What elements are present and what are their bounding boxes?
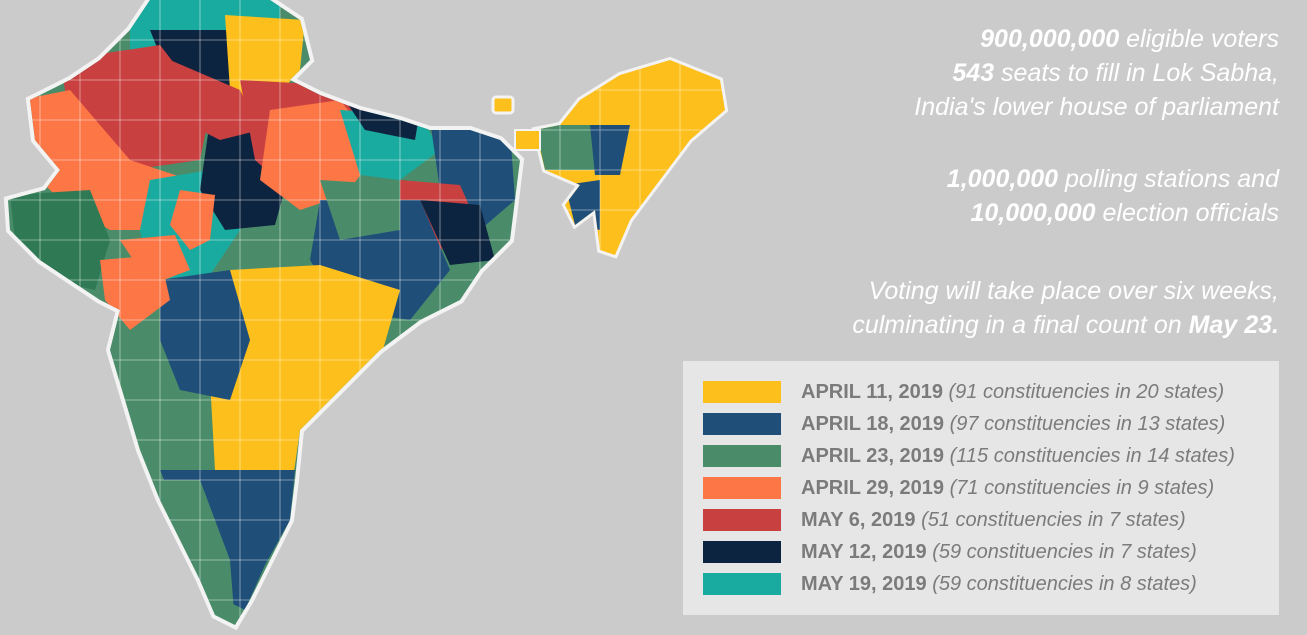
fact-officials: 10,000,000 election officials	[970, 199, 1279, 227]
legend-date: APRIL 29, 2019	[801, 476, 945, 499]
legend-detail: (71 constituencies in 9 states)	[944, 476, 1215, 499]
legend-date: MAY 19, 2019	[801, 572, 927, 595]
fact-polling-stations: 1,000,000 polling stations and	[946, 165, 1279, 193]
legend-item-april-18: APRIL 18, 2019 (97 constituencies in 13 …	[703, 412, 1225, 436]
legend-swatch	[703, 573, 781, 595]
legend-detail: (97 constituencies in 13 states)	[944, 412, 1226, 435]
fact-final-count: culminating in a final count on May 23.	[852, 311, 1279, 339]
legend-item-may-19: MAY 19, 2019 (59 constituencies in 8 sta…	[703, 572, 1197, 596]
legend-swatch	[703, 509, 781, 531]
legend-item-april-23: APRIL 23, 2019 (115 constituencies in 14…	[703, 444, 1235, 468]
legend-item-april-11: APRIL 11, 2019 (91 constituencies in 20 …	[703, 380, 1224, 404]
phase-legend: APRIL 11, 2019 (91 constituencies in 20 …	[683, 361, 1279, 615]
legend-swatch	[703, 445, 781, 467]
legend-detail: (59 constituencies in 7 states)	[926, 540, 1197, 563]
legend-detail: (59 constituencies in 8 states)	[926, 572, 1197, 595]
legend-item-may-6: MAY 6, 2019 (51 constituencies in 7 stat…	[703, 508, 1186, 532]
legend-swatch	[703, 541, 781, 563]
fact-voting-duration: Voting will take place over six weeks,	[868, 277, 1279, 305]
legend-swatch	[703, 381, 781, 403]
india-constituency-map	[3, 0, 729, 631]
fact-lok-sabha: India's lower house of parliament	[914, 93, 1279, 121]
legend-swatch	[703, 477, 781, 499]
legend-detail: (91 constituencies in 20 states)	[942, 380, 1225, 403]
legend-date: APRIL 18, 2019	[801, 412, 945, 435]
legend-date: APRIL 11, 2019	[801, 380, 943, 403]
legend-swatch	[703, 413, 781, 435]
legend-date: MAY 6, 2019	[801, 508, 916, 531]
legend-date: APRIL 23, 2019	[801, 444, 945, 467]
key-facts: 900,000,000 eligible voters 543 seats to…	[819, 22, 1279, 342]
legend-detail: (51 constituencies in 7 states)	[915, 508, 1186, 531]
legend-item-may-12: MAY 12, 2019 (59 constituencies in 7 sta…	[703, 540, 1197, 564]
legend-detail: (115 constituencies in 14 states)	[944, 444, 1235, 467]
fact-seats: 543 seats to fill in Lok Sabha,	[952, 59, 1279, 87]
legend-date: MAY 12, 2019	[801, 540, 927, 563]
legend-item-april-29: APRIL 29, 2019 (71 constituencies in 9 s…	[703, 476, 1214, 500]
fact-voters: 900,000,000 eligible voters	[980, 25, 1279, 53]
